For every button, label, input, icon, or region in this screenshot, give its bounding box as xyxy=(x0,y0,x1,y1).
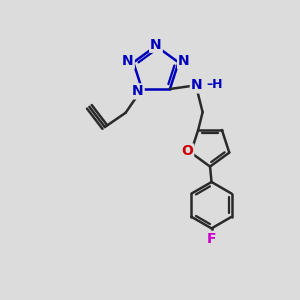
Text: N: N xyxy=(132,84,144,98)
Text: –H: –H xyxy=(206,78,223,91)
Text: O: O xyxy=(181,144,193,158)
Text: F: F xyxy=(207,232,216,246)
Text: N: N xyxy=(178,54,190,68)
Text: N: N xyxy=(122,54,134,68)
Text: N: N xyxy=(150,38,162,52)
Text: N: N xyxy=(191,78,203,92)
